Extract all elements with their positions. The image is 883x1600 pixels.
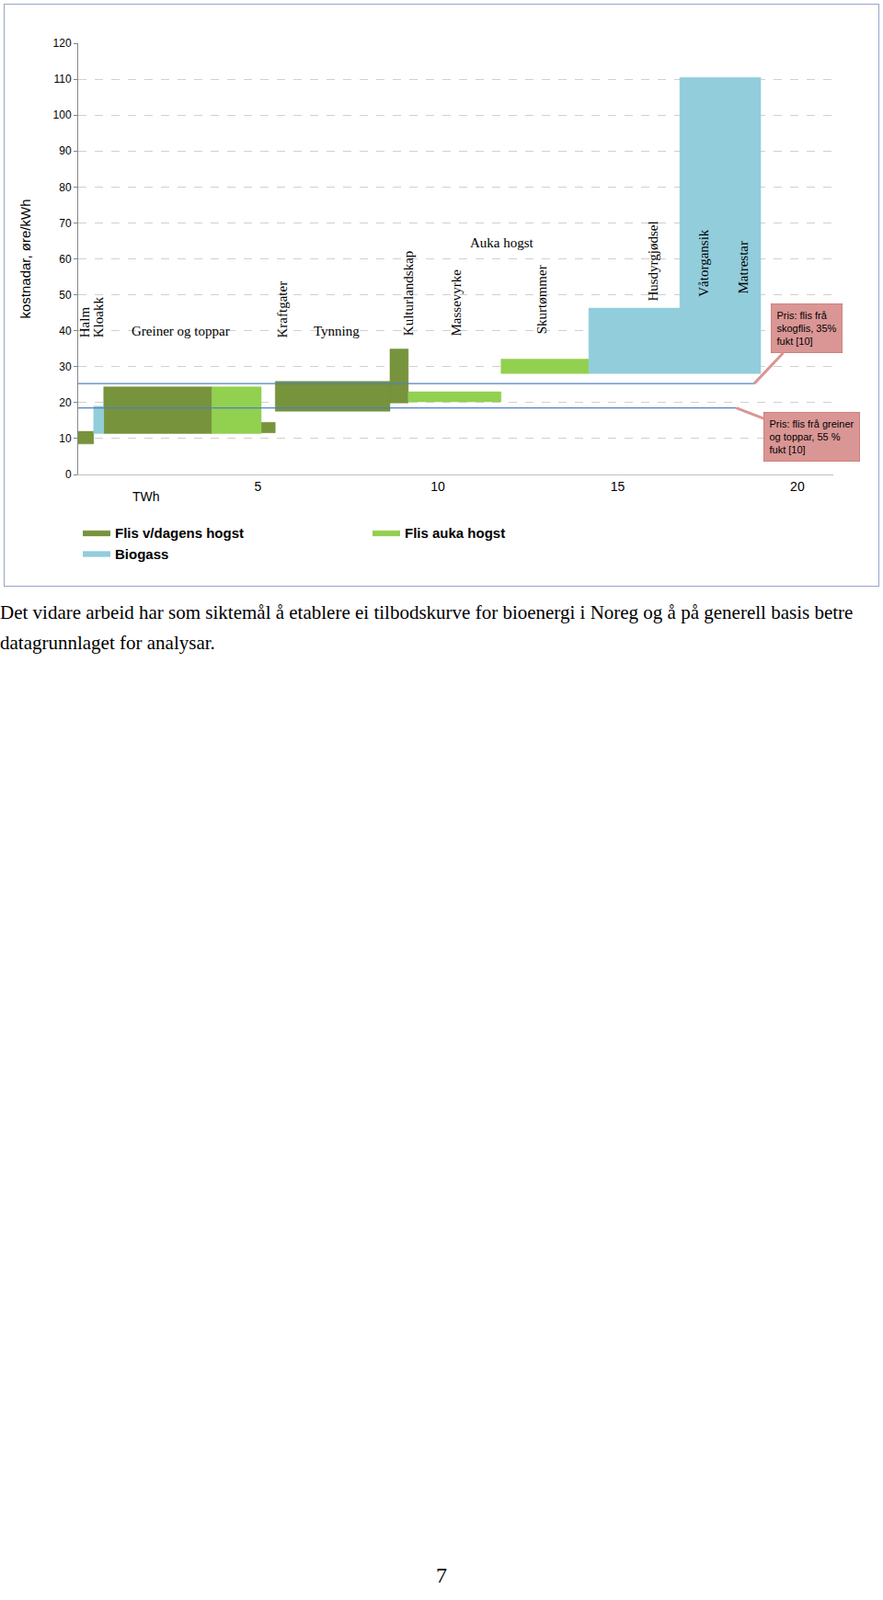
svg-text:Flis v/dagens hogst: Flis v/dagens hogst: [114, 525, 244, 541]
svg-text:20: 20: [790, 479, 805, 494]
svg-text:Halm: Halm: [77, 307, 92, 339]
svg-text:Flis auka hogst: Flis auka hogst: [404, 525, 505, 541]
svg-text:40: 40: [58, 324, 72, 338]
svg-text:Kraftgater: Kraftgater: [275, 281, 290, 339]
svg-text:70: 70: [58, 217, 72, 230]
svg-text:Biogass: Biogass: [114, 546, 169, 562]
svg-text:90: 90: [58, 144, 72, 158]
svg-text:20: 20: [58, 396, 72, 410]
svg-text:120: 120: [53, 36, 72, 50]
svg-text:110: 110: [53, 72, 71, 86]
svg-text:60: 60: [58, 252, 72, 266]
html-text:7: 7: [435, 1563, 448, 1588]
svg-text:Auka hogst: Auka hogst: [470, 235, 535, 251]
svg-text:30: 30: [58, 360, 72, 374]
svg-text:10: 10: [430, 479, 446, 494]
svg-text:5: 5: [254, 479, 263, 494]
svg-text:10: 10: [58, 432, 72, 446]
svg-text:Greiner og toppar: Greiner og toppar: [131, 323, 230, 339]
svg-text:100: 100: [53, 108, 72, 122]
svg-text:0: 0: [65, 468, 72, 482]
svg-text:Massevyrke: Massevyrke: [448, 269, 464, 337]
svg-text:Skurtømmer: Skurtømmer: [534, 264, 550, 334]
svg-text:TWh: TWh: [132, 489, 161, 505]
svg-text:kostnadar, øre/kWh: kostnadar, øre/kWh: [17, 198, 34, 319]
svg-text:Kulturlandskap: Kulturlandskap: [401, 251, 416, 336]
svg-text:Husdyrgjødsel: Husdyrgjødsel: [645, 220, 661, 301]
svg-text:Pris: flis fråskogflis, 35%fuk: Pris: flis fråskogflis, 35%fukt [10]: [777, 309, 838, 348]
html-text:Det vidare arbeid har som sikt: Det vidare arbeid har som siktemål å eta…: [0, 601, 854, 654]
svg-text:Kloakk: Kloakk: [91, 297, 106, 339]
svg-text:80: 80: [58, 181, 72, 195]
svg-text:Våtorgansik: Våtorgansik: [696, 229, 711, 298]
svg-text:50: 50: [58, 288, 72, 302]
svg-text:Tynning: Tynning: [313, 323, 360, 339]
svg-text:Matrestar: Matrestar: [735, 240, 751, 294]
svg-text:15: 15: [610, 479, 626, 494]
svg-text:Pris: flis frå greinerog toppa: Pris: flis frå greinerog toppar, 55 %fuk…: [769, 418, 855, 457]
